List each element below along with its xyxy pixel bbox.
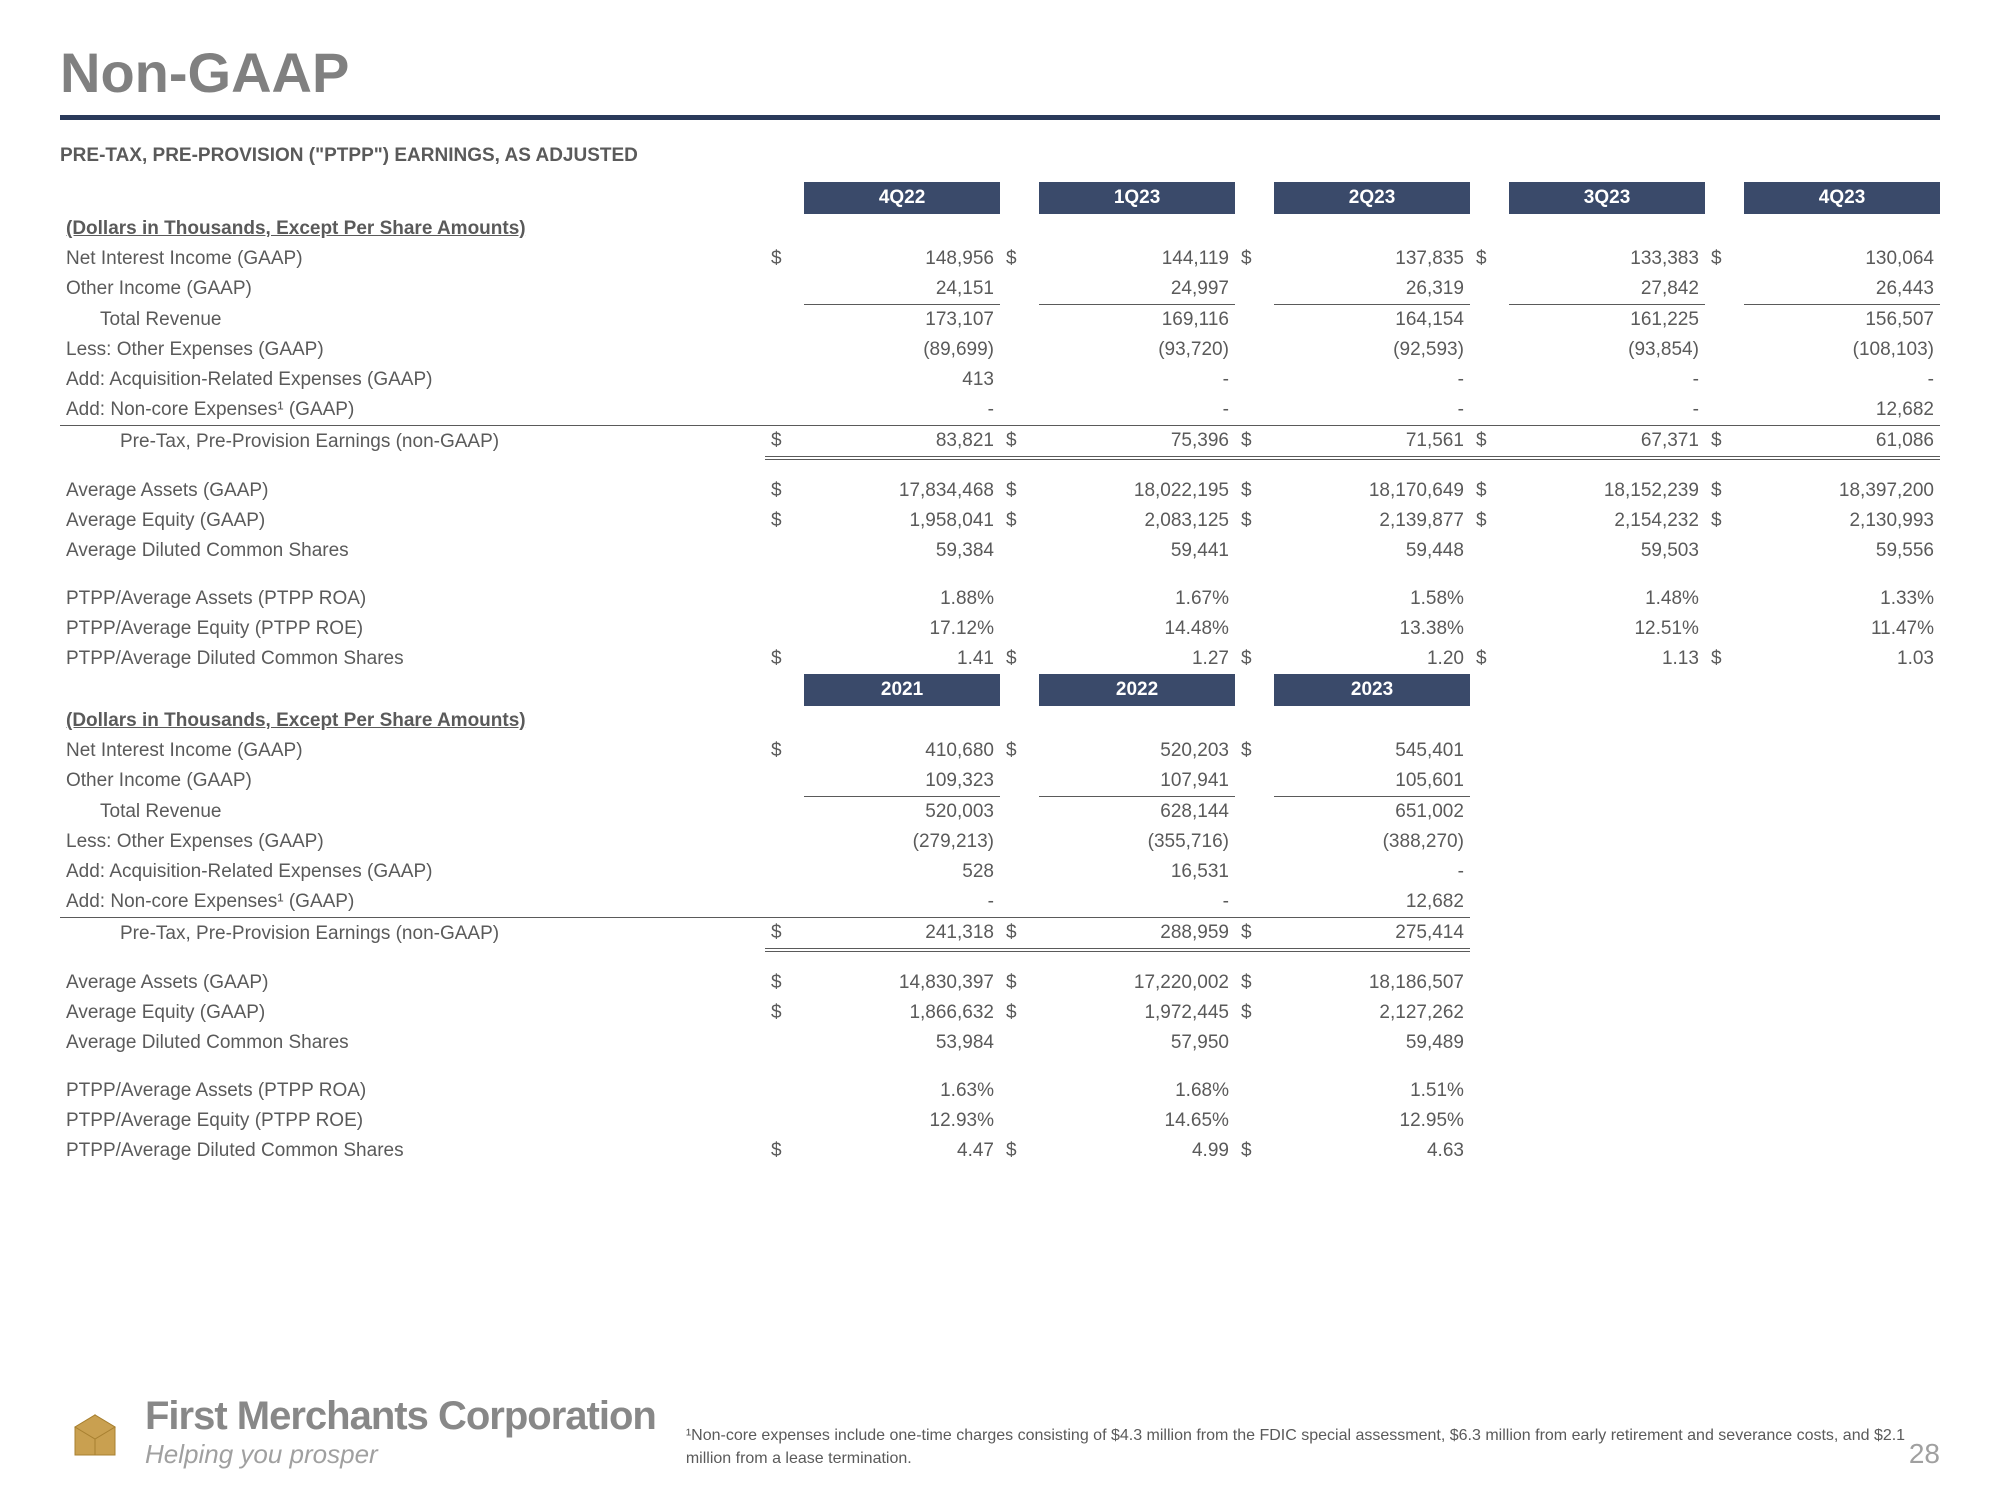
table-row: Pre-Tax, Pre-Provision Earnings (non-GAA… [60,426,1940,459]
col-hdr: 3Q23 [1509,182,1705,214]
table-row: Total Revenue 520,003 628,144 651,002 [60,797,1940,828]
table-row: Add: Non-core Expenses¹ (GAAP) - - - - 1… [60,395,1940,426]
footnote: ¹Non-core expenses include one-time char… [686,1425,1940,1470]
title-rule [60,115,1940,120]
page-number: 28 [1909,1438,1940,1470]
table-row: Average Assets (GAAP) $17,834,468 $18,02… [60,476,1940,506]
table-row: PTPP/Average Diluted Common Shares $4.47… [60,1136,1940,1166]
company-logo: First Merchants Corporation Helping you … [60,1394,656,1470]
col-hdr: 4Q23 [1744,182,1940,214]
col-hdr: 2021 [804,674,1000,706]
subtitle: PRE-TAX, PRE-PROVISION ("PTPP") EARNINGS… [60,145,1940,167]
table-row: Average Diluted Common Shares 53,984 57,… [60,1028,1940,1058]
table-row: PTPP/Average Equity (PTPP ROE) 12.93% 14… [60,1106,1940,1136]
table-row: Other Income (GAAP) 109,323 107,941 105,… [60,766,1940,797]
col-hdr: 2023 [1274,674,1470,706]
table-row: PTPP/Average Diluted Common Shares $1.41… [60,644,1940,674]
table-row: Less: Other Expenses (GAAP) (89,699) (93… [60,335,1940,365]
table-row: Other Income (GAAP) 24,151 24,997 26,319… [60,274,1940,305]
table-row: Less: Other Expenses (GAAP) (279,213) (3… [60,827,1940,857]
table-row: Pre-Tax, Pre-Provision Earnings (non-GAA… [60,918,1940,951]
section-header: (Dollars in Thousands, Except Per Share … [60,706,765,736]
table-row: Average Equity (GAAP) $1,958,041 $2,083,… [60,506,1940,536]
page-title: Non-GAAP [60,40,1940,105]
col-hdr: 1Q23 [1039,182,1235,214]
table-row: Average Assets (GAAP) $14,830,397 $17,22… [60,968,1940,998]
footer: First Merchants Corporation Helping you … [60,1394,1940,1470]
table-row: Total Revenue 173,107 169,116 164,154 16… [60,305,1940,336]
table-row: PTPP/Average Assets (PTPP ROA) 1.88% 1.6… [60,584,1940,614]
table-row: Average Equity (GAAP) $1,866,632 $1,972,… [60,998,1940,1028]
col-hdr: 2022 [1039,674,1235,706]
col-hdr: 4Q22 [804,182,1000,214]
table-row: Net Interest Income (GAAP) $148,956 $144… [60,244,1940,274]
table-row: Net Interest Income (GAAP) $410,680 $520… [60,736,1940,766]
table-row: Average Diluted Common Shares 59,384 59,… [60,536,1940,566]
table-row: Add: Non-core Expenses¹ (GAAP) - - 12,68… [60,887,1940,918]
col-hdr: 2Q23 [1274,182,1470,214]
company-name: First Merchants Corporation [145,1394,656,1439]
table-row: PTPP/Average Assets (PTPP ROA) 1.63% 1.6… [60,1076,1940,1106]
table-row: Add: Acquisition-Related Expenses (GAAP)… [60,365,1940,395]
table-row: PTPP/Average Equity (PTPP ROE) 17.12% 14… [60,614,1940,644]
quarterly-table: 4Q22 1Q23 2Q23 3Q23 4Q23 (Dollars in Tho… [60,182,1940,1166]
logo-icon [60,1397,130,1467]
header-row: 4Q22 1Q23 2Q23 3Q23 4Q23 [60,182,1940,214]
table-row: Add: Acquisition-Related Expenses (GAAP)… [60,857,1940,887]
header-row-yearly: 2021 2022 2023 [60,674,1940,706]
company-tagline: Helping you prosper [145,1439,656,1470]
section-header: (Dollars in Thousands, Except Per Share … [60,214,765,244]
